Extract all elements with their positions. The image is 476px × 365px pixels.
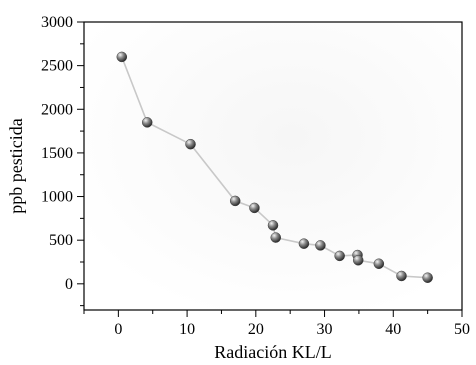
y-tick-label: 500 bbox=[49, 232, 73, 249]
x-tick-label: 30 bbox=[317, 321, 333, 338]
y-tick-label: 0 bbox=[65, 276, 73, 293]
plot-frame bbox=[83, 21, 463, 311]
y-axis-title: ppb pesticida bbox=[6, 118, 26, 213]
x-tick-label: 50 bbox=[454, 321, 470, 338]
data-point bbox=[352, 255, 364, 266]
x-tick-label: 0 bbox=[114, 321, 122, 338]
data-point bbox=[141, 117, 153, 128]
x-tick-label: 20 bbox=[248, 321, 264, 338]
x-axis-title: Radiación KL/L bbox=[214, 342, 331, 362]
data-point bbox=[116, 51, 128, 63]
data-point bbox=[334, 250, 345, 262]
y-tick-label: 1000 bbox=[41, 189, 73, 206]
data-point bbox=[298, 238, 310, 249]
data-point bbox=[229, 195, 241, 207]
y-tick-label: 3000 bbox=[41, 14, 73, 31]
data-point bbox=[270, 232, 281, 243]
data-point bbox=[267, 220, 279, 231]
y-tick-label: 2000 bbox=[41, 101, 73, 118]
plot-background bbox=[84, 22, 462, 310]
data-point bbox=[185, 138, 196, 150]
y-tick-label: 2500 bbox=[41, 58, 73, 75]
data-point bbox=[373, 258, 385, 269]
data-point bbox=[396, 270, 407, 282]
axes: 0 500 1000 1500 2000 2500 3000 0 10 20 30 40 50 bbox=[41, 14, 470, 338]
data-point bbox=[315, 240, 326, 251]
x-tick-label: 10 bbox=[179, 321, 195, 338]
series-group bbox=[116, 51, 433, 283]
x-tick-label: 40 bbox=[385, 321, 401, 338]
y-tick-label: 1500 bbox=[41, 145, 73, 162]
data-point bbox=[249, 202, 260, 214]
data-point bbox=[422, 272, 433, 283]
